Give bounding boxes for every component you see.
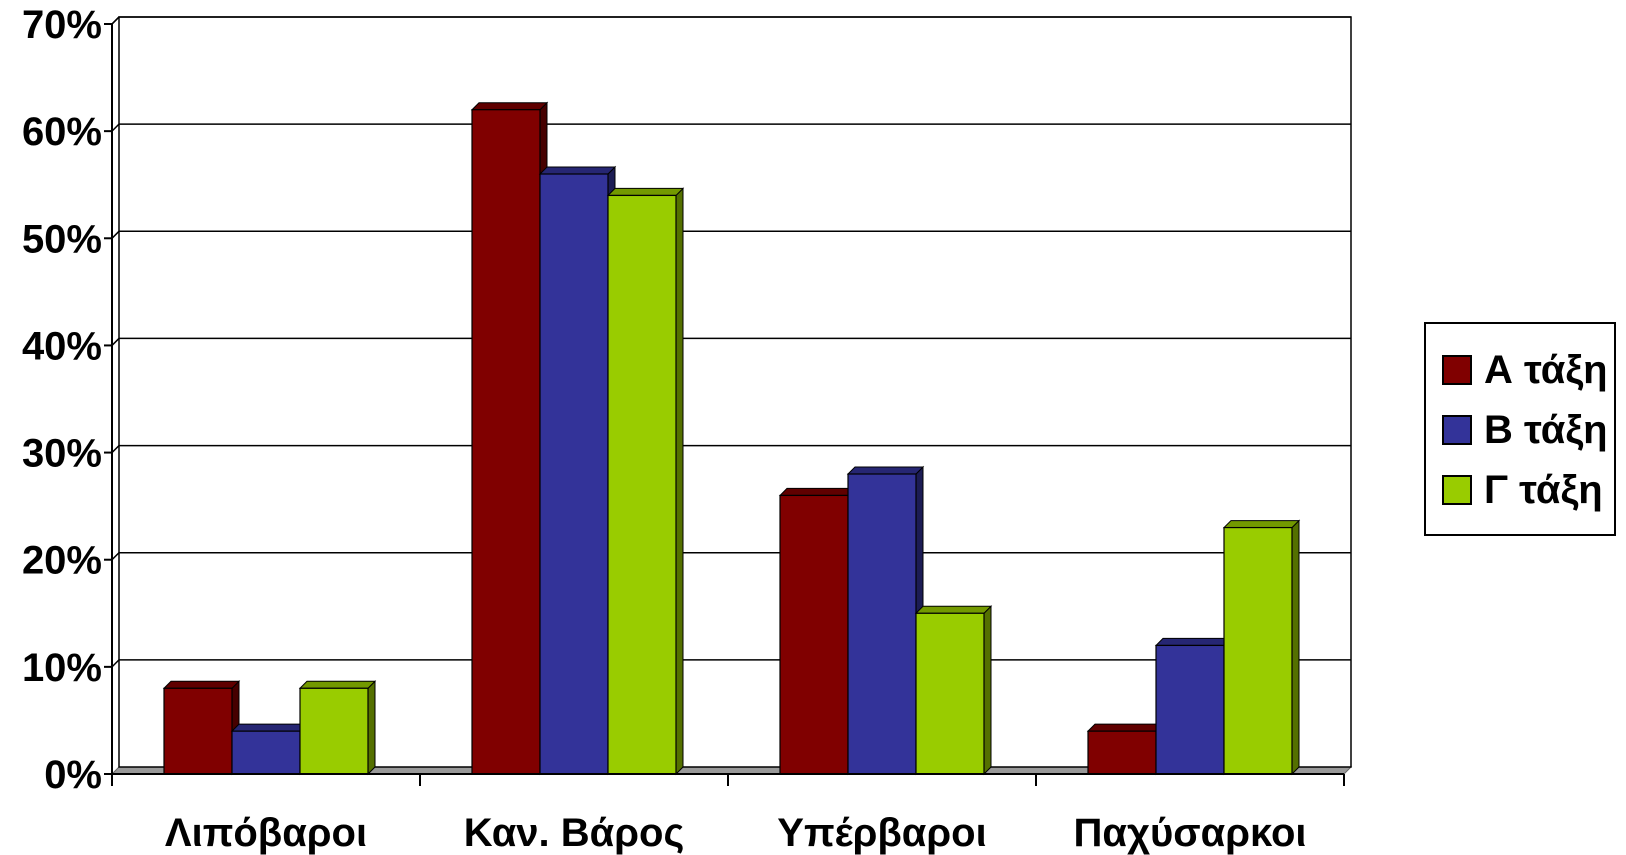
bar-front: [163, 687, 233, 775]
legend-item-c: Γ τάξη: [1442, 462, 1603, 518]
legend-item-b: Β τάξη: [1442, 402, 1608, 458]
bar-top: [470, 102, 549, 111]
gridline: [111, 551, 1351, 561]
bar-side: [675, 187, 684, 776]
bar: [538, 165, 617, 776]
bar-top: [162, 680, 241, 689]
axes: [104, 16, 1345, 786]
bar-top: [846, 466, 925, 475]
legend-label-c: Γ τάξη: [1484, 467, 1603, 512]
y-tick-label: 20%: [22, 539, 102, 583]
bar-front: [471, 109, 541, 775]
bars: [162, 101, 1301, 776]
bar-front: [915, 612, 985, 775]
bar-top: [538, 166, 617, 175]
bar-front: [1087, 730, 1157, 775]
bar-top: [1154, 637, 1233, 646]
y-tick-label: 50%: [22, 217, 102, 261]
bar: [778, 487, 857, 776]
gridline: [111, 230, 1351, 239]
bar: [606, 187, 685, 776]
plot-area-border: [118, 16, 1352, 768]
bar: [914, 605, 993, 776]
bar: [1222, 519, 1301, 776]
bar-front: [847, 473, 917, 775]
bar: [230, 722, 309, 776]
bar-top: [1086, 723, 1165, 732]
legend: Α τάξη Β τάξη Γ τάξη: [1424, 322, 1616, 536]
y-axis-top-edge: [111, 16, 120, 25]
bar-top: [298, 680, 377, 689]
bar-top: [230, 723, 309, 732]
category-label: Παχύσαρκοι: [1073, 811, 1306, 855]
gridline: [111, 337, 1351, 346]
y-tick-label: 60%: [22, 110, 102, 154]
bar-top: [1222, 520, 1301, 529]
category-label: Λιπόβαροι: [165, 811, 367, 855]
bar-top: [914, 605, 993, 614]
legend-swatch-b: [1442, 415, 1472, 445]
y-tick-labels: 0% 10% 20% 30% 40% 50% 60% 70%: [22, 3, 102, 797]
plot-back-wall: [118, 16, 1352, 768]
bar: [470, 101, 549, 776]
y-tick-label: 30%: [22, 432, 102, 476]
bar: [298, 680, 377, 776]
bar-front: [779, 494, 849, 775]
category-label: Καν. Βάρος: [464, 811, 685, 855]
gridline: [111, 123, 1351, 132]
bar-front: [299, 687, 369, 775]
bar-top: [606, 187, 685, 196]
bar-front: [1155, 644, 1225, 775]
legend-label-a: Α τάξη: [1484, 347, 1608, 392]
bar: [162, 680, 241, 776]
bar: [1086, 722, 1165, 776]
y-tick-label: 10%: [22, 646, 102, 690]
bar-front: [539, 173, 609, 775]
legend-item-a: Α τάξη: [1442, 342, 1608, 398]
bar: [846, 465, 925, 776]
category-label: Υπέρβαροι: [777, 811, 986, 855]
bar-side: [983, 605, 992, 776]
legend-swatch-a: [1442, 355, 1472, 385]
legend-label-b: Β τάξη: [1484, 407, 1608, 452]
y-tick-label: 70%: [22, 3, 102, 47]
y-tick-label: 0%: [44, 753, 102, 797]
bar-front: [231, 730, 301, 775]
bar-front: [607, 194, 677, 775]
y-tick-label: 40%: [22, 324, 102, 368]
bar-side: [1291, 519, 1300, 776]
legend-swatch-c: [1442, 475, 1472, 505]
gridline: [111, 444, 1351, 454]
bar-top: [778, 487, 857, 496]
bar: [1154, 637, 1233, 776]
bar-front: [1223, 526, 1293, 775]
category-labels: Λιπόβαροι Καν. Βάρος Υπέρβαροι Παχύσαρκοι: [165, 811, 1307, 855]
bar-side: [367, 680, 376, 776]
